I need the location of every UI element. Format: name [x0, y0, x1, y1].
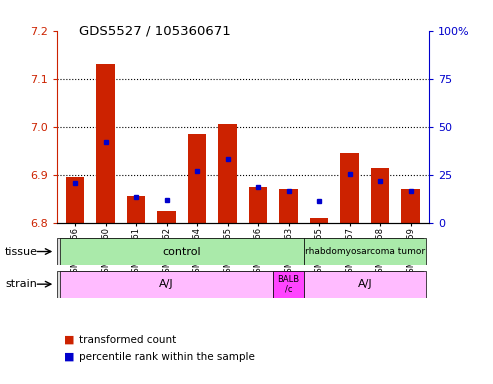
Bar	[127, 196, 145, 223]
Bar	[157, 211, 176, 223]
Text: percentile rank within the sample: percentile rank within the sample	[79, 352, 255, 362]
Bar	[401, 189, 420, 223]
Bar	[280, 189, 298, 223]
Text: ■: ■	[64, 352, 74, 362]
Bar	[273, 271, 304, 298]
Text: BALB
/c: BALB /c	[278, 275, 300, 293]
Bar	[218, 124, 237, 223]
Text: rhabdomyosarcoma tumor: rhabdomyosarcoma tumor	[305, 247, 425, 256]
Bar	[371, 167, 389, 223]
Bar	[304, 238, 426, 265]
Bar	[96, 65, 115, 223]
Bar	[66, 177, 84, 223]
Text: A/J: A/J	[357, 279, 372, 289]
Text: control: control	[163, 247, 201, 257]
Bar	[310, 218, 328, 223]
Bar	[60, 271, 273, 298]
Text: strain: strain	[5, 279, 37, 289]
Bar	[60, 238, 304, 265]
Text: tissue: tissue	[5, 247, 38, 257]
Bar	[304, 271, 426, 298]
Text: GDS5527 / 105360671: GDS5527 / 105360671	[79, 25, 231, 38]
Bar	[188, 134, 206, 223]
Text: A/J: A/J	[159, 279, 174, 289]
Bar	[341, 153, 359, 223]
Bar	[249, 187, 267, 223]
Text: ■: ■	[64, 335, 74, 345]
Text: transformed count: transformed count	[79, 335, 176, 345]
